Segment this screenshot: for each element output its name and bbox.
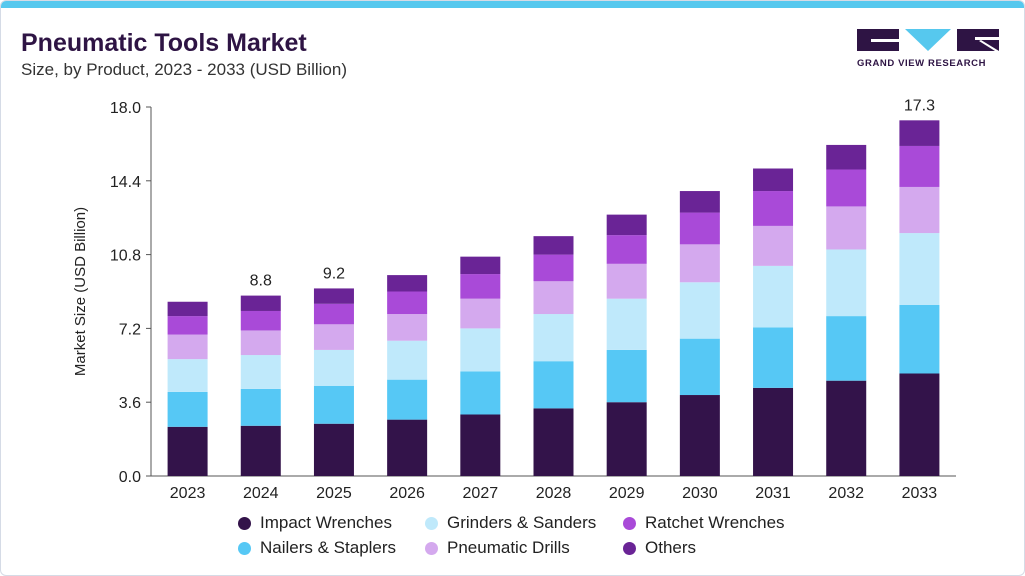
bar-segment-grinders-sanders xyxy=(460,328,501,372)
bar-segment-ratchet-wrenches xyxy=(533,254,574,282)
bar-segment-ratchet-wrenches xyxy=(606,235,647,264)
bar-segment-impact-wrenches xyxy=(606,402,647,476)
bar-segment-nailers-staplers xyxy=(826,316,867,381)
bar-segment-nailers-staplers xyxy=(313,385,354,424)
y-tick-label: 7.2 xyxy=(119,321,141,338)
bar-segment-impact-wrenches xyxy=(679,395,720,476)
bar-segment-nailers-staplers xyxy=(753,327,794,388)
bar-segment-pneumatic-drills xyxy=(313,324,354,350)
x-tick-label: 2033 xyxy=(902,485,938,502)
y-tick-label: 3.6 xyxy=(119,395,141,412)
accent-bar xyxy=(1,1,1024,8)
x-tick-label: 2030 xyxy=(682,485,718,502)
y-tick-label: 10.8 xyxy=(110,248,141,265)
bar-segment-grinders-sanders xyxy=(240,355,281,389)
x-tick-label: 2024 xyxy=(243,485,279,502)
bar-segment-ratchet-wrenches xyxy=(899,145,940,187)
bar-segment-ratchet-wrenches xyxy=(313,303,354,325)
bar-segment-grinders-sanders xyxy=(606,298,647,350)
bar-segment-nailers-staplers xyxy=(679,338,720,396)
bar-segment-pneumatic-drills xyxy=(167,334,208,360)
bar-segment-impact-wrenches xyxy=(533,408,574,476)
data-label: 17.3 xyxy=(904,97,935,114)
bar-segment-others xyxy=(679,191,720,213)
bar-segment-grinders-sanders xyxy=(899,233,940,305)
bar-segment-impact-wrenches xyxy=(387,419,428,476)
bar-segment-nailers-staplers xyxy=(240,388,281,426)
bar-segment-pneumatic-drills xyxy=(899,186,940,234)
bar-segment-nailers-staplers xyxy=(606,349,647,403)
bar-segment-others xyxy=(753,168,794,192)
bar-segment-impact-wrenches xyxy=(753,387,794,476)
bar-segment-pneumatic-drills xyxy=(533,281,574,315)
x-tick-label: 2028 xyxy=(536,485,572,502)
y-tick-label: 18.0 xyxy=(110,100,141,117)
y-axis-title: Market Size (USD Billion) xyxy=(72,207,89,376)
bar-segment-pneumatic-drills xyxy=(753,225,794,266)
bar-segment-ratchet-wrenches xyxy=(826,169,867,207)
bar-segment-others xyxy=(460,256,501,275)
bar-segment-others xyxy=(167,301,208,317)
x-tick-label: 2027 xyxy=(463,485,499,502)
bar-segment-grinders-sanders xyxy=(679,282,720,339)
x-tick-label: 2032 xyxy=(828,485,864,502)
bar-segment-others xyxy=(387,275,428,292)
bar-segment-grinders-sanders xyxy=(826,249,867,317)
bar-segment-grinders-sanders xyxy=(313,349,354,386)
chart-title: Pneumatic Tools Market xyxy=(21,29,307,57)
bar-segment-ratchet-wrenches xyxy=(387,291,428,315)
y-tick-label: 14.4 xyxy=(110,174,141,191)
bar-segment-grinders-sanders xyxy=(167,359,208,392)
bar-segment-grinders-sanders xyxy=(753,265,794,328)
bar-segment-pneumatic-drills xyxy=(460,298,501,329)
x-tick-label: 2023 xyxy=(170,485,206,502)
bar-segment-impact-wrenches xyxy=(460,414,501,476)
logo-wordmark: GRAND VIEW RESEARCH xyxy=(857,58,987,69)
x-tick-label: 2026 xyxy=(389,485,425,502)
x-tick-label: 2031 xyxy=(755,485,791,502)
x-tick-label: 2025 xyxy=(316,485,352,502)
bar-segment-pneumatic-drills xyxy=(240,330,281,356)
bar-segment-impact-wrenches xyxy=(240,425,281,476)
bar-segment-others xyxy=(240,295,281,311)
bar-segment-nailers-staplers xyxy=(899,304,940,374)
bar-segment-others xyxy=(533,236,574,255)
chart-subtitle: Size, by Product, 2023 - 2033 (USD Billi… xyxy=(21,60,347,79)
data-label: 9.2 xyxy=(323,265,345,282)
bar-segment-others xyxy=(313,288,354,304)
bar-segment-pneumatic-drills xyxy=(387,314,428,341)
y-tick-label: 0.0 xyxy=(119,469,141,486)
bar-segment-nailers-staplers xyxy=(533,361,574,409)
bar-segment-pneumatic-drills xyxy=(606,263,647,299)
grand-view-research-logo-icon xyxy=(857,29,999,51)
bar-segment-nailers-staplers xyxy=(167,391,208,427)
bar-segment-others xyxy=(826,144,867,170)
bar-segment-nailers-staplers xyxy=(387,379,428,420)
bar-segment-pneumatic-drills xyxy=(826,206,867,250)
bar-segment-others xyxy=(899,120,940,146)
bar-segment-ratchet-wrenches xyxy=(753,191,794,226)
bar-segment-others xyxy=(606,214,647,236)
bar-segment-impact-wrenches xyxy=(313,423,354,476)
bar-segment-ratchet-wrenches xyxy=(167,316,208,335)
bar-segment-ratchet-wrenches xyxy=(679,212,720,245)
bar-segment-ratchet-wrenches xyxy=(240,310,281,331)
bar-segment-pneumatic-drills xyxy=(679,244,720,283)
bar-segment-nailers-staplers xyxy=(460,371,501,415)
bar-segment-grinders-sanders xyxy=(387,340,428,380)
bar-segment-ratchet-wrenches xyxy=(460,274,501,299)
bar-segment-impact-wrenches xyxy=(167,426,208,476)
bar-segment-impact-wrenches xyxy=(899,373,940,476)
data-label: 8.8 xyxy=(250,273,272,290)
x-tick-label: 2029 xyxy=(609,485,645,502)
bar-segment-grinders-sanders xyxy=(533,314,574,362)
bar-segment-impact-wrenches xyxy=(826,380,867,476)
